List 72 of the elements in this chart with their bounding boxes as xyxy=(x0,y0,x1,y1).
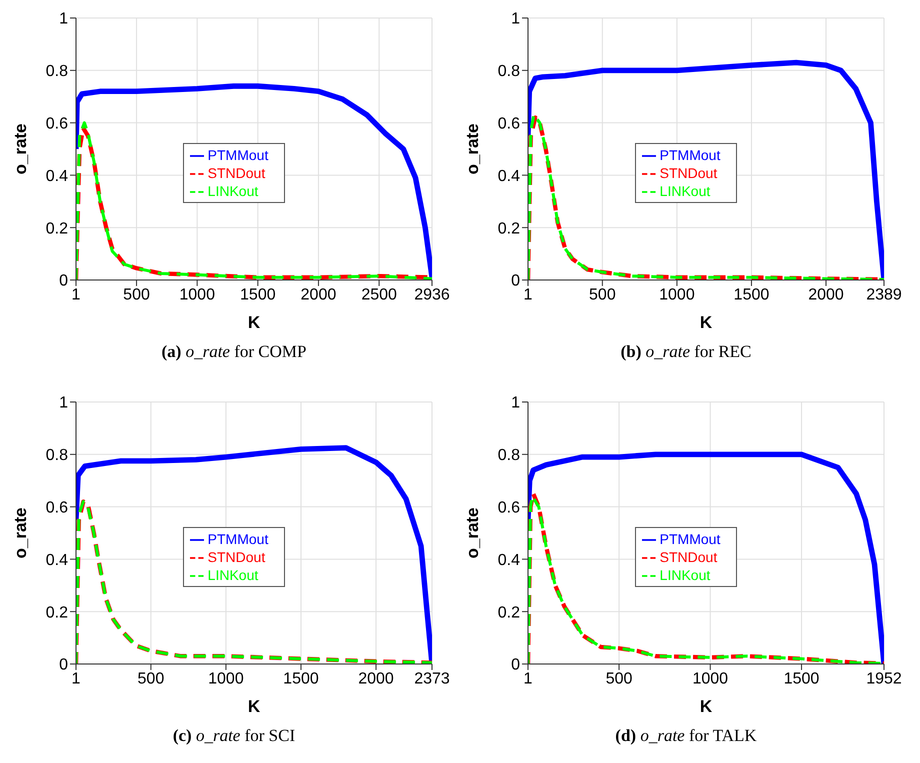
x-tick-label: 2373 xyxy=(414,670,450,688)
x-tick-label: 1000 xyxy=(659,286,695,304)
x-axis-title: K xyxy=(700,697,713,716)
legend-label: LINKout xyxy=(660,183,710,199)
x-tick-label: 1000 xyxy=(208,670,244,688)
x-axis-title: K xyxy=(248,697,261,716)
legend-label: STNDout xyxy=(208,165,266,181)
x-tick-label: 1 xyxy=(524,286,533,304)
legend-label: PTMMout xyxy=(660,147,720,163)
x-axis-title: K xyxy=(248,313,261,332)
x-tick-label: 1500 xyxy=(784,670,820,688)
legend-label: STNDout xyxy=(208,549,266,565)
y-tick-label: 0.6 xyxy=(46,115,68,132)
y-tick-label: 0 xyxy=(511,656,520,674)
legend-label: PTMMout xyxy=(208,147,268,163)
y-tick-label: 1 xyxy=(511,394,520,412)
y-tick-label: 1 xyxy=(59,10,68,28)
x-tick-label: 1000 xyxy=(179,286,216,304)
text: (d) o_rate for TALK xyxy=(614,726,758,746)
legend-label: LINKout xyxy=(660,567,710,583)
x-axis-title: K xyxy=(700,313,713,332)
x-tick-label: 1952 xyxy=(866,670,902,688)
x-tick-label: 2936 xyxy=(414,286,450,304)
y-tick-label: 1 xyxy=(59,394,68,412)
x-tick-label: 1 xyxy=(72,670,81,688)
y-tick-label: 0.8 xyxy=(46,447,68,464)
x-tick-label: 500 xyxy=(606,670,632,688)
y-tick-label: 0.6 xyxy=(46,499,68,516)
x-tick-label: 2500 xyxy=(361,286,398,304)
y-axis-title: o_rate xyxy=(463,507,482,559)
y-axis-title: o_rate xyxy=(11,507,30,559)
legend-label: PTMMout xyxy=(660,531,720,547)
y-tick-label: 0.6 xyxy=(498,499,520,516)
y-tick-label: 0 xyxy=(511,272,520,290)
x-tick-label: 2389 xyxy=(866,286,902,304)
x-tick-label: 2000 xyxy=(358,670,394,688)
x-tick-label: 500 xyxy=(123,286,150,304)
y-axis-title: o_rate xyxy=(463,123,482,175)
legend-label: LINKout xyxy=(208,567,258,583)
y-tick-label: 0.8 xyxy=(498,447,520,464)
y-tick-label: 0 xyxy=(59,272,68,290)
y-tick-label: 0 xyxy=(59,656,68,674)
y-tick-label: 0.2 xyxy=(498,604,520,622)
x-tick-label: 1500 xyxy=(240,286,276,304)
y-tick-label: 0.8 xyxy=(46,63,68,80)
x-tick-label: 1 xyxy=(72,286,81,304)
y-tick-label: 0.8 xyxy=(498,63,520,80)
y-tick-label: 0.2 xyxy=(46,604,68,622)
y-tick-label: 0.4 xyxy=(46,552,68,569)
x-tick-label: 1 xyxy=(524,670,533,688)
legend-label: PTMMout xyxy=(208,531,268,547)
y-tick-label: 0.4 xyxy=(498,168,520,185)
x-tick-label: 1500 xyxy=(734,286,770,304)
text: (b) o_rate for REC xyxy=(620,342,752,362)
legend-label: LINKout xyxy=(208,183,258,199)
legend-label: STNDout xyxy=(660,165,718,181)
x-tick-label: 500 xyxy=(138,670,164,688)
text: (a) o_rate for COMP xyxy=(160,342,308,362)
x-tick-label: 2000 xyxy=(808,286,844,304)
legend-label: STNDout xyxy=(660,549,718,565)
y-tick-label: 0.4 xyxy=(498,552,520,569)
y-tick-label: 0.4 xyxy=(46,168,68,185)
x-tick-label: 1500 xyxy=(283,670,319,688)
x-tick-label: 500 xyxy=(589,286,616,304)
y-tick-label: 0.2 xyxy=(498,220,520,238)
text: (c) o_rate for SCI xyxy=(172,726,296,746)
y-tick-label: 0.6 xyxy=(498,115,520,132)
y-tick-label: 1 xyxy=(511,10,520,28)
y-tick-label: 0.2 xyxy=(46,220,68,238)
x-tick-label: 2000 xyxy=(300,286,336,304)
y-axis-title: o_rate xyxy=(11,123,30,175)
x-tick-label: 1000 xyxy=(692,670,728,688)
